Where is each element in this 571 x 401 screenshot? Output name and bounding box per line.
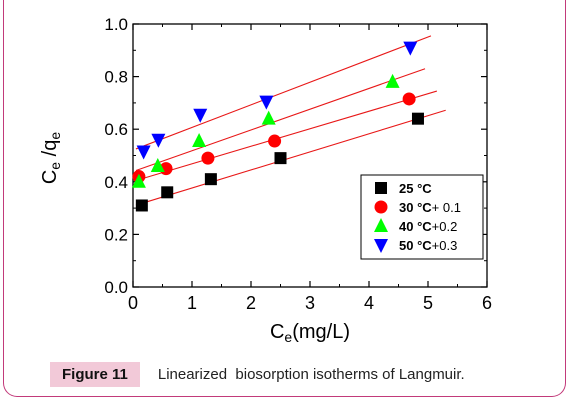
fit-lines <box>135 35 446 206</box>
data-point-s1 <box>135 199 148 212</box>
y-tick-label: 0.2 <box>104 225 128 244</box>
legend-label-3: 40 °C+0.2 <box>399 219 457 234</box>
x-tick-label: 4 <box>364 293 374 313</box>
figure-caption-text: Linearized biosorption isotherms of Lang… <box>157 366 465 383</box>
y-axis-label: Ce /qe <box>39 132 63 185</box>
legend-marker-4 <box>374 239 388 253</box>
y-axis-label-c: C <box>39 170 61 184</box>
data-point-s1 <box>411 112 424 125</box>
legend: 25 °C 30 °C+ 0.1 40 °C+0.2 50 °C+0.3 <box>360 174 484 260</box>
data-point-s3 <box>261 110 276 125</box>
x-tick-label: 0 <box>128 293 138 313</box>
figure-caption: Figure 11 Linearized biosorption isother… <box>50 362 465 387</box>
legend-label-2: 30 °C+ 0.1 <box>399 200 461 215</box>
legend-label-4: 50 °C+0.3 <box>399 238 457 253</box>
data-point-s1 <box>204 173 217 186</box>
data-point-s3 <box>385 73 400 88</box>
x-tick-label: 5 <box>423 293 433 313</box>
data-point-s4 <box>259 95 274 110</box>
data-point-s2 <box>201 151 215 165</box>
fit-line-3 <box>135 68 426 172</box>
x-tick-label: 6 <box>482 293 492 313</box>
legend-marker-2 <box>374 200 388 214</box>
data-point-s4 <box>151 133 166 148</box>
data-point-s3 <box>150 158 165 173</box>
x-tick-label: 1 <box>187 293 197 313</box>
data-points <box>131 41 424 212</box>
figure-label: Figure 11 <box>50 362 140 387</box>
langmuir-chart: 0 1 2 3 4 5 6 0.0 0.2 0.4 0.6 0.8 1.0 25 °C 30 °C+ 0.… <box>39 15 492 345</box>
y-axis-label-q-sub: e <box>47 132 63 140</box>
x-axis-label: Ce(mg/L) <box>270 321 350 345</box>
fit-line-2 <box>135 90 438 182</box>
fit-line-4 <box>135 35 432 150</box>
data-point-s4 <box>136 145 151 160</box>
data-point-s1 <box>161 186 174 199</box>
y-tick-label: 0.8 <box>104 68 128 87</box>
y-tick-label: 0.0 <box>104 278 128 297</box>
legend-marker-1 <box>375 182 387 194</box>
y-tick-label: 1.0 <box>104 15 128 34</box>
y-tick-label: 0.4 <box>104 173 128 192</box>
x-axis-label-rest: (mg/L) <box>292 321 350 343</box>
data-point-s2 <box>268 134 282 148</box>
fit-line-1 <box>135 109 446 206</box>
x-tick-label: 2 <box>246 293 256 313</box>
data-point-s4 <box>193 108 208 123</box>
legend-marker-3 <box>374 218 388 232</box>
axes-layer: 0 1 2 3 4 5 6 0.0 0.2 0.4 0.6 0.8 1.0 <box>104 15 492 313</box>
data-point-s3 <box>131 173 146 188</box>
y-tick-label: 0.6 <box>104 120 128 139</box>
x-axis-label-main: C <box>270 321 284 343</box>
x-tick-label: 3 <box>305 293 315 313</box>
data-point-s1 <box>274 152 287 165</box>
data-point-s4 <box>403 41 418 56</box>
y-axis-label-slash: /q <box>39 140 61 162</box>
data-point-s3 <box>192 133 207 148</box>
y-axis-label-c-sub: e <box>47 162 63 170</box>
x-axis-label-sub: e <box>284 329 292 345</box>
legend-label-1: 25 °C <box>399 181 432 196</box>
data-point-s2 <box>402 92 416 106</box>
